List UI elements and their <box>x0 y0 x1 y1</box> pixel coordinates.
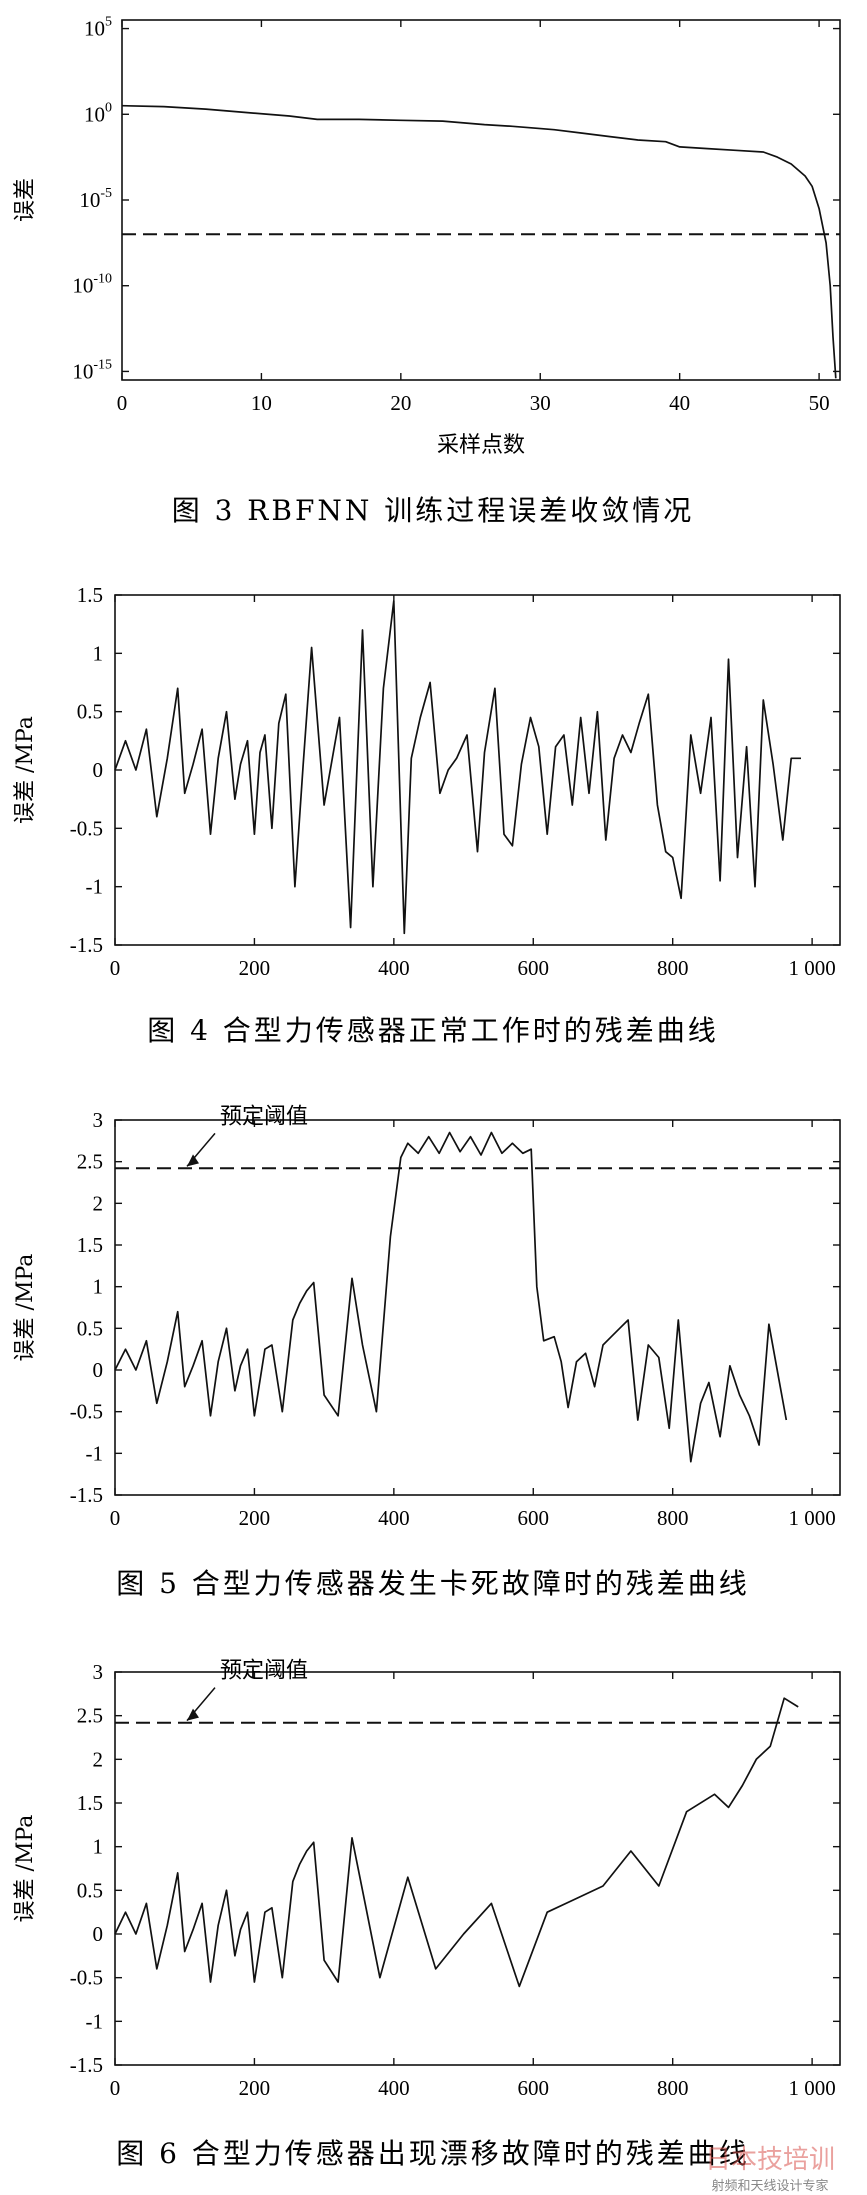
x-tick-label: 0 <box>110 956 121 980</box>
x-tick-label: 1 000 <box>788 956 835 980</box>
y-tick-label: 0.5 <box>77 700 103 724</box>
x-tick-label: 0 <box>110 1506 121 1530</box>
y-tick-label: -1 <box>86 2009 104 2033</box>
y-tick-label: -0.5 <box>70 1400 103 1424</box>
y-tick-exp: 0 <box>105 100 112 115</box>
y-axis-label: 误差 /MPa <box>13 1815 38 1923</box>
y-tick-exp: -15 <box>93 357 112 372</box>
x-tick-label: 20 <box>390 391 411 415</box>
y-tick-base: 10 <box>79 188 100 212</box>
y-tick-label: -0.5 <box>70 1966 103 1990</box>
x-tick-label: 600 <box>518 2076 550 2100</box>
x-tick-label: 800 <box>657 1506 689 1530</box>
threshold-annotation: 预定阈值 <box>220 1659 308 1684</box>
x-axis-label: 采样点数 <box>437 433 525 458</box>
chart-4: 0 200 400 600 800 1 000 1.5 1 0.5 0 -0.5 -1 -1.5 误差 /… <box>13 583 841 1047</box>
x-tick-label: 50 <box>809 391 830 415</box>
x-tick-label: 1 000 <box>788 2076 835 2100</box>
y-tick-label: 1 <box>93 641 104 665</box>
y-tick-exp: 5 <box>105 15 112 30</box>
x-tick-label: 200 <box>239 2076 271 2100</box>
y-tick-label: -1 <box>86 875 104 899</box>
x-tick-label: 200 <box>239 1506 271 1530</box>
residual-series-line <box>114 1131 788 1463</box>
y-tick-label: 0 <box>93 758 104 782</box>
chart-5: 0 200 400 600 800 1 000 3 2.5 2 1.5 1 0.5 0 -0.5 -1 -1.… <box>13 1104 841 1600</box>
y-tick-label: -1.5 <box>70 2053 103 2077</box>
y-tick-base: 10 <box>72 359 93 383</box>
y-tick-label: 1.5 <box>77 1233 103 1257</box>
annotation-arrowhead <box>187 1154 199 1167</box>
y-tick-label: 1.5 <box>77 583 103 607</box>
y-tick-base: 10 <box>72 274 93 298</box>
x-tick-label: 200 <box>239 956 271 980</box>
figure-caption: 图 5 合型力传感器发生卡死故障时的残差曲线 <box>116 1567 750 1600</box>
x-tick-label: 0 <box>110 2076 121 2100</box>
y-tick-label: 3 <box>93 1108 104 1132</box>
chart-6: 0 200 400 600 800 1 000 3 2.5 2 1.5 1 0.5 0 -0.5 -1 -1.… <box>13 1659 841 2170</box>
y-tick-base: 10 <box>84 17 105 41</box>
x-tick-label: 400 <box>378 956 410 980</box>
y-tick-label: 1 <box>93 1835 104 1859</box>
x-tick-label: 10 <box>251 391 272 415</box>
y-tick-label: 1.5 <box>77 1791 103 1815</box>
plot-frame <box>114 594 841 946</box>
y-axis-label: 误差 /MPa <box>13 716 38 824</box>
y-tick-label: 105 <box>84 15 112 41</box>
x-tick-label: 30 <box>530 391 551 415</box>
figure-caption: 图 4 合型力传感器正常工作时的残差曲线 <box>147 1014 719 1047</box>
y-tick-base: 10 <box>84 102 105 126</box>
residual-series-line <box>121 104 837 379</box>
y-tick-label: 0 <box>93 1922 104 1946</box>
y-tick-label: 2.5 <box>77 1704 103 1728</box>
y-tick-label: -1 <box>86 1441 104 1465</box>
x-tick-label: 400 <box>378 1506 410 1530</box>
plot-frame <box>114 1119 841 1496</box>
watermark-title: 日本技培训 <box>705 2145 835 2175</box>
y-tick-label: 1 <box>93 1275 104 1299</box>
y-tick-label: 10-15 <box>72 357 112 383</box>
plot-frame <box>121 19 841 381</box>
y-tick-label: -0.5 <box>70 816 103 840</box>
x-tick-label: 800 <box>657 2076 689 2100</box>
y-axis-label: 误差 /MPa <box>13 1254 38 1362</box>
y-tick-label: -1.5 <box>70 1483 103 1507</box>
x-tick-label: 800 <box>657 956 689 980</box>
annotation-arrowhead <box>187 1708 199 1721</box>
figure-caption: 图 6 合型力传感器出现漂移故障时的残差曲线 <box>116 2137 750 2170</box>
y-tick-exp: -5 <box>100 186 112 201</box>
figure-caption: 图 3 RBFNN 训练过程误差收敛情况 <box>172 494 695 527</box>
watermark-subtitle: 射频和天线设计专家 <box>711 2178 828 2194</box>
residual-series-line <box>114 1697 799 1988</box>
y-tick-label: 2 <box>93 1191 104 1215</box>
x-tick-label: 600 <box>518 1506 550 1530</box>
y-tick-label: -1.5 <box>70 933 103 957</box>
y-tick-label: 0.5 <box>77 1878 103 1902</box>
y-tick-label: 2 <box>93 1747 104 1771</box>
x-tick-label: 1 000 <box>788 1506 835 1530</box>
x-tick-label: 400 <box>378 2076 410 2100</box>
x-tick-label: 0 <box>117 391 128 415</box>
y-tick-label: 10-10 <box>72 272 112 298</box>
y-tick-exp: -10 <box>93 272 112 287</box>
y-tick-label: 0.5 <box>77 1316 103 1340</box>
threshold-annotation: 预定阈值 <box>220 1104 308 1129</box>
y-tick-label: 0 <box>93 1358 104 1382</box>
residual-series-line <box>114 599 801 935</box>
y-tick-label: 2.5 <box>77 1150 103 1174</box>
y-tick-label: 3 <box>93 1660 104 1684</box>
y-tick-label: 100 <box>84 100 112 126</box>
y-axis-label: 误差 <box>13 178 38 222</box>
y-tick-label: 10-5 <box>79 186 112 212</box>
plot-frame <box>114 1671 841 2066</box>
x-tick-label: 600 <box>518 956 550 980</box>
x-tick-label: 40 <box>669 391 690 415</box>
